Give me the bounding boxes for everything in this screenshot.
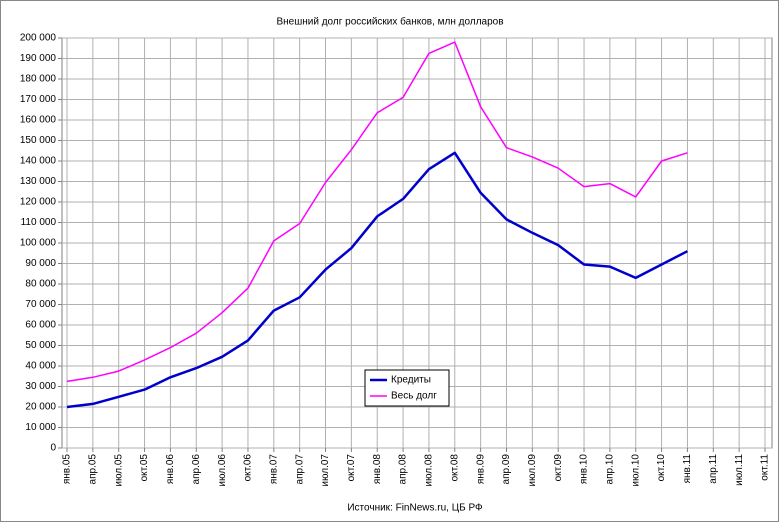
x-tick-label: окт.09 [553, 454, 564, 482]
y-tick-label: 140 000 [20, 156, 57, 167]
y-tick-label: 70 000 [25, 299, 56, 310]
line-series [66, 41, 688, 383]
y-tick-label: 0 [50, 443, 56, 454]
y-tick-label: 80 000 [25, 279, 56, 290]
y-tick-label: 40 000 [25, 361, 56, 372]
x-tick-label: апр.06 [191, 454, 202, 485]
y-tick-label: 200 000 [20, 33, 57, 44]
x-tick-label: янв.06 [165, 454, 176, 485]
x-tick-label: янв.09 [475, 454, 486, 485]
x-tick-label: июл.07 [320, 454, 331, 487]
y-tick-label: 160 000 [20, 115, 57, 126]
legend-label: Весь долг [391, 391, 437, 402]
x-tick-label: апр.10 [605, 454, 616, 485]
y-tick-label: 110 000 [21, 217, 57, 228]
x-tick-label: окт.11 [760, 454, 771, 481]
x-tick-label: окт.10 [656, 454, 667, 482]
y-tick-label: 10 000 [25, 422, 56, 433]
y-tick-label: 30 000 [25, 381, 56, 392]
x-tick-label: окт.06 [243, 454, 254, 482]
x-tick-label: янв.07 [268, 454, 279, 485]
x-tick-label: апр.11 [708, 454, 719, 484]
x-tick-label: окт.08 [449, 454, 460, 482]
x-tick-label: янв.08 [372, 454, 383, 485]
y-tick-label: 20 000 [25, 402, 56, 413]
x-tick-label: янв.10 [579, 454, 590, 485]
x-tick-label: июл.09 [527, 454, 538, 487]
source-note: Источник: FinNews.ru, ЦБ РФ [347, 503, 483, 514]
x-tick-label: июл.05 [113, 454, 124, 487]
x-tick-label: апр.08 [398, 454, 409, 485]
x-tick-label: июл.06 [217, 454, 228, 487]
y-tick-label: 150 000 [20, 135, 57, 146]
x-tick-label: апр.07 [294, 454, 305, 485]
y-tick-label: 60 000 [25, 320, 56, 331]
x-tick-label: июл.08 [424, 454, 435, 487]
x-tick-label: янв.11 [682, 454, 693, 484]
legend: Кредиты Весь долг [364, 369, 450, 407]
legend-label: Кредиты [391, 375, 431, 386]
y-tick-label: 180 000 [20, 74, 57, 85]
y-tick-label: 50 000 [25, 340, 56, 351]
y-tick-label: 130 000 [20, 176, 57, 187]
x-tick-label: апр.09 [501, 454, 512, 485]
y-tick-label: 90 000 [25, 258, 56, 269]
x-tick-label: июл.10 [630, 454, 641, 487]
x-tick-label: апр.05 [87, 454, 98, 485]
x-tick-label: июл.11 [734, 454, 745, 486]
legend-box [364, 369, 450, 407]
chart-title: Внешний долг российских банков, млн долл… [276, 16, 503, 28]
line-series [66, 151, 688, 409]
y-tick-label: 120 000 [20, 197, 57, 208]
x-tick-label: янв.05 [62, 454, 73, 485]
x-tick-label: окт.07 [346, 454, 357, 482]
y-tick-label: 100 000 [20, 238, 57, 249]
y-tick-label: 190 000 [20, 53, 57, 64]
x-tick-label: окт.05 [139, 454, 150, 482]
y-tick-label: 170 000 [20, 94, 57, 105]
